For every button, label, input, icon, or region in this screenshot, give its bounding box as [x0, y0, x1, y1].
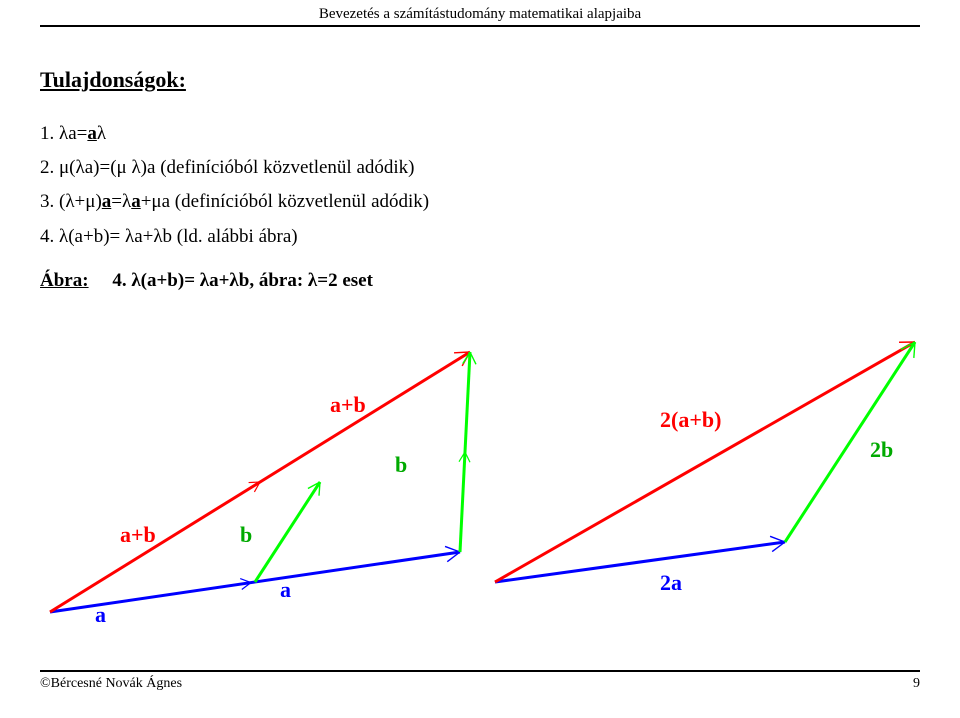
header-rule	[40, 25, 920, 27]
footer-rule	[40, 670, 920, 672]
label-a-mid: a	[280, 577, 291, 603]
prop-3: 3. (λ+μ)a=λa+μa (definícióból közvetlenü…	[40, 185, 920, 219]
label-b-mid: b	[240, 522, 252, 548]
label-b-upper: b	[395, 452, 407, 478]
figure-number: 4.	[112, 270, 126, 291]
section-title: Tulajdonságok:	[40, 67, 920, 93]
prop-2: 2. μ(λa)=(μ λ)a (definícióból közvetlenü…	[40, 151, 920, 185]
label-apb-left: a+b	[120, 522, 156, 548]
label-a-origin: a	[95, 602, 106, 628]
prop-4: 4. λ(a+b)= λa+λb (ld. alábbi ábra)	[40, 220, 920, 254]
label-apb-up: a+b	[330, 392, 366, 418]
label-2apb: 2(a+b)	[660, 407, 721, 433]
label-2b: 2b	[870, 437, 893, 463]
page-number: 9	[913, 676, 920, 692]
footer-copyright: ©Bércesné Novák Ágnes	[40, 676, 182, 692]
page-header-title: Bevezetés a számítástudomány matematikai…	[40, 0, 920, 23]
prop-1: 1. λa=aλ	[40, 117, 920, 151]
figure-label: Ábra:	[40, 270, 89, 291]
label-2a: 2a	[660, 570, 682, 596]
properties-list: 1. λa=aλ 2. μ(λa)=(μ λ)a (definícióból k…	[40, 117, 920, 254]
vector-diagram: a a b b a+b a+b 2a 2b 2(a+b)	[40, 312, 920, 632]
figure-caption-line: Ábra: 4. λ(a+b)= λa+λb, ábra: λ=2 eset	[40, 270, 920, 292]
figure-caption: λ(a+b)= λa+λb, ábra: λ=2 eset	[131, 270, 373, 291]
